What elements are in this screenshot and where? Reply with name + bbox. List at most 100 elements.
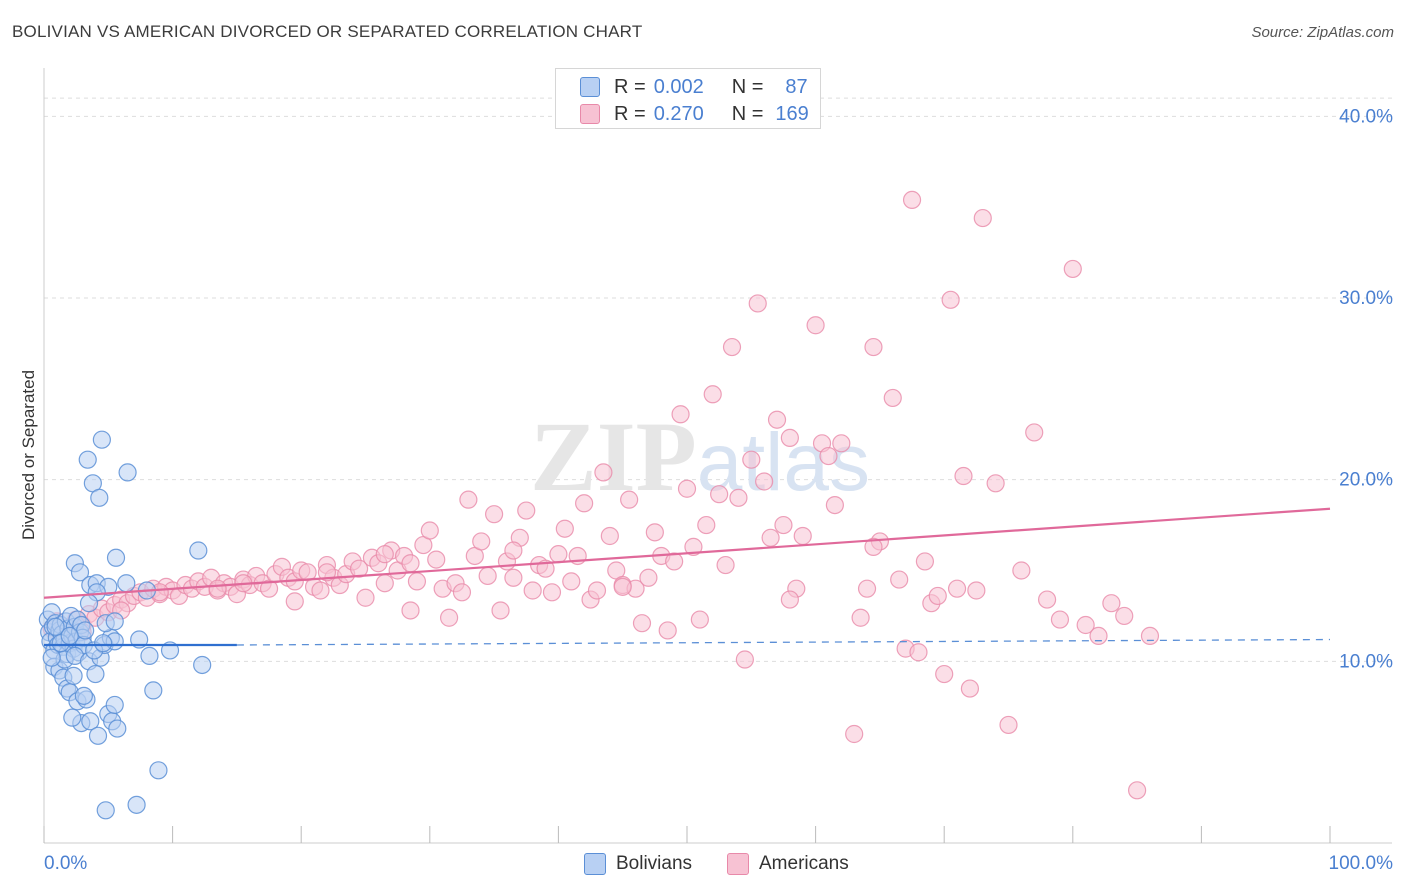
bolivians-point bbox=[90, 488, 109, 507]
americans-point bbox=[600, 526, 619, 546]
americans-point bbox=[658, 621, 677, 640]
americans-point bbox=[549, 545, 568, 564]
bolivians-point bbox=[76, 621, 95, 640]
americans-point bbox=[755, 472, 774, 491]
chart-title: BOLIVIAN VS AMERICAN DIVORCED OR SEPARAT… bbox=[12, 22, 643, 41]
americans-point bbox=[478, 566, 497, 586]
americans-point bbox=[915, 552, 935, 571]
americans-point bbox=[947, 579, 967, 598]
bolivians-point bbox=[81, 712, 100, 731]
bolivians-point bbox=[130, 630, 149, 649]
americans-point bbox=[375, 545, 394, 564]
americans-point bbox=[928, 586, 947, 606]
americans-point bbox=[587, 581, 607, 600]
americans-point bbox=[317, 563, 337, 582]
axis-layer: 10.0% 20.0% 30.0% 40.0% 0.0% 100.0% bbox=[43, 68, 1394, 874]
bolivians-point bbox=[60, 626, 79, 646]
source-label: Source: ZipAtlas.com bbox=[1251, 24, 1394, 41]
bolivians-point bbox=[140, 646, 159, 665]
americans-point bbox=[960, 679, 980, 698]
y-tick-label: 20.0% bbox=[1339, 470, 1393, 491]
americans-point bbox=[999, 715, 1018, 735]
bolivians-point bbox=[78, 450, 97, 469]
legend-item-bolivians[interactable]: Bolivians bbox=[584, 852, 692, 876]
americans-point bbox=[941, 290, 960, 309]
bolivians-points bbox=[38, 430, 212, 820]
americans-point bbox=[632, 614, 652, 633]
americans-point bbox=[356, 588, 375, 607]
americans-point bbox=[285, 592, 304, 611]
americans-point bbox=[793, 526, 812, 546]
bolivians-point bbox=[88, 726, 108, 745]
americans-point bbox=[1050, 610, 1070, 629]
americans-point bbox=[954, 466, 973, 486]
y-tick-label: 30.0% bbox=[1339, 288, 1393, 309]
bolivians-point bbox=[64, 666, 83, 685]
americans-point bbox=[375, 574, 394, 593]
americans-legend-swatch bbox=[727, 853, 749, 875]
bolivians-point bbox=[63, 708, 82, 727]
x-tick-label: 100.0% bbox=[1329, 853, 1394, 874]
y-tick-label: 40.0% bbox=[1339, 106, 1393, 127]
americans-point bbox=[523, 581, 542, 600]
americans-point bbox=[208, 579, 227, 598]
americans-point bbox=[857, 579, 877, 598]
americans-point bbox=[536, 559, 555, 578]
americans-trendline bbox=[43, 507, 1331, 599]
bolivians-point bbox=[105, 695, 124, 715]
bolivians-point bbox=[86, 664, 105, 684]
bolivians-legend-swatch bbox=[584, 853, 606, 875]
americans-point bbox=[1012, 561, 1031, 580]
americans-point bbox=[825, 496, 844, 515]
americans-point bbox=[575, 494, 594, 513]
americans-point bbox=[665, 552, 684, 571]
n-value: 169 bbox=[775, 102, 809, 125]
americans-point bbox=[902, 190, 922, 209]
americans-point bbox=[1025, 423, 1044, 442]
y-axis-title: Divorced or Separated bbox=[19, 370, 38, 540]
bolivians-point bbox=[144, 681, 163, 700]
americans-point bbox=[735, 650, 754, 669]
legend-item-americans[interactable]: Americans bbox=[727, 852, 849, 876]
americans-point bbox=[864, 537, 883, 556]
americans-point bbox=[485, 505, 504, 524]
americans-point bbox=[864, 337, 883, 357]
n-label: N = bbox=[731, 75, 764, 98]
americans-point bbox=[819, 446, 838, 466]
americans-point bbox=[1089, 626, 1108, 646]
americans-point bbox=[562, 572, 581, 591]
americans-point bbox=[639, 568, 658, 587]
bolivians-point bbox=[74, 686, 93, 705]
americans-points bbox=[42, 190, 1160, 800]
americans-point bbox=[677, 479, 697, 498]
n-label: N = bbox=[731, 102, 764, 125]
bolivians-point bbox=[92, 430, 111, 449]
americans-point bbox=[1102, 594, 1121, 613]
americans-point bbox=[439, 608, 459, 627]
americans-legend-label: Americans bbox=[759, 853, 849, 874]
americans-point bbox=[722, 337, 742, 357]
americans-point bbox=[1140, 626, 1160, 646]
americans-point bbox=[973, 208, 992, 228]
americans-swatch bbox=[580, 104, 600, 124]
bolivians-point bbox=[96, 801, 115, 820]
bolivians-point bbox=[46, 617, 65, 636]
y-tick-label: 10.0% bbox=[1339, 651, 1393, 672]
americans-point bbox=[594, 463, 613, 482]
legend-row-bolivians: R = 0.002 N = 87 bbox=[580, 74, 808, 100]
bolivians-point bbox=[106, 548, 126, 567]
americans-point bbox=[420, 521, 439, 540]
bolivians-point bbox=[105, 612, 124, 631]
bolivians-trendline-extension bbox=[236, 638, 1331, 646]
americans-point bbox=[671, 405, 690, 424]
x-tick-label: 0.0% bbox=[44, 853, 87, 874]
americans-point bbox=[729, 488, 748, 507]
bolivians-point bbox=[42, 648, 61, 667]
bolivians-point bbox=[160, 641, 180, 660]
bolivians-point bbox=[118, 463, 137, 482]
r-label: R = bbox=[614, 75, 646, 98]
trend-layer bbox=[43, 507, 1331, 647]
americans-point bbox=[542, 583, 562, 602]
bolivians-point bbox=[94, 634, 113, 653]
